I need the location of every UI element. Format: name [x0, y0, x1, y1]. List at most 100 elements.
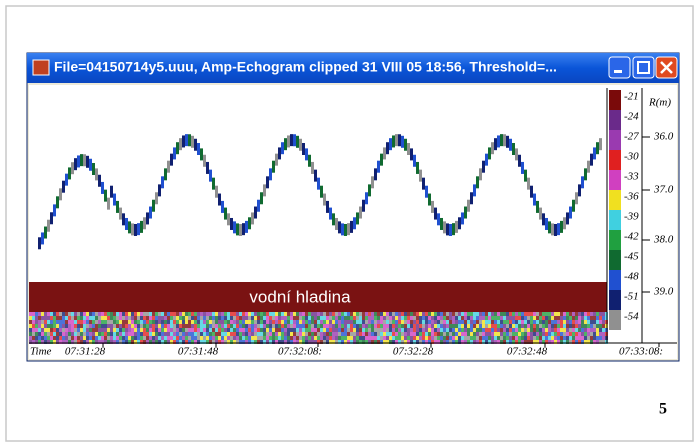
echo-cell — [227, 213, 230, 225]
noise-cell — [446, 324, 449, 328]
echo-cell — [149, 207, 152, 219]
noise-cell — [278, 324, 281, 328]
noise-cell — [464, 336, 467, 340]
noise-cell — [296, 328, 299, 332]
noise-cell — [404, 328, 407, 332]
noise-cell — [236, 328, 239, 332]
maximize-button[interactable] — [633, 57, 654, 78]
echo-cell — [452, 223, 455, 235]
noise-cell — [536, 316, 539, 320]
noise-cell — [554, 332, 557, 336]
noise-cell — [446, 336, 449, 340]
noise-cell — [152, 336, 155, 340]
echo-cell — [524, 170, 527, 182]
noise-cell — [176, 320, 179, 324]
noise-cell — [149, 312, 152, 316]
noise-cell — [404, 312, 407, 316]
noise-cell — [284, 316, 287, 320]
colorbar-swatch — [609, 130, 621, 150]
noise-cell — [401, 324, 404, 328]
noise-cell — [236, 316, 239, 320]
noise-cell — [320, 328, 323, 332]
noise-cell — [275, 336, 278, 340]
echo-cell — [545, 218, 548, 230]
noise-cell — [77, 332, 80, 336]
noise-cell — [65, 336, 68, 340]
noise-cell — [110, 332, 113, 336]
noise-cell — [530, 336, 533, 340]
noise-cell — [344, 336, 347, 340]
noise-cell — [146, 316, 149, 320]
noise-cell — [353, 324, 356, 328]
noise-cell — [515, 336, 518, 340]
noise-cell — [416, 336, 419, 340]
noise-cell — [584, 324, 587, 328]
noise-cell — [164, 332, 167, 336]
noise-cell — [59, 332, 62, 336]
noise-cell — [203, 328, 206, 332]
echo-cell — [551, 223, 554, 235]
colorbar-swatch — [609, 170, 621, 190]
noise-cell — [125, 316, 128, 320]
echo-cell — [224, 208, 227, 220]
noise-cell — [506, 324, 509, 328]
noise-cell — [383, 336, 386, 340]
noise-cell — [362, 336, 365, 340]
noise-cell — [560, 320, 563, 324]
noise-cell — [122, 324, 125, 328]
noise-cell — [374, 320, 377, 324]
noise-cell — [161, 312, 164, 316]
noise-cell — [128, 324, 131, 328]
noise-cell — [578, 324, 581, 328]
noise-cell — [518, 336, 521, 340]
noise-cell — [518, 312, 521, 316]
noise-cell — [599, 328, 602, 332]
noise-cell — [167, 336, 170, 340]
noise-cell — [41, 324, 44, 328]
noise-cell — [83, 328, 86, 332]
noise-cell — [419, 324, 422, 328]
echo-cell — [335, 218, 338, 230]
noise-cell — [326, 320, 329, 324]
echo-cell — [98, 175, 101, 187]
colorbar-label: -36 — [624, 191, 639, 203]
echo-cell — [80, 154, 83, 166]
noise-cell — [527, 312, 530, 316]
noise-cell — [551, 332, 554, 336]
noise-cell — [554, 316, 557, 320]
colorbar-label: -27 — [624, 131, 639, 143]
time-label: 07:31:28 — [65, 346, 106, 358]
noise-cell — [194, 324, 197, 328]
noise-cell — [422, 316, 425, 320]
minimize-button[interactable] — [609, 57, 630, 78]
noise-cell — [290, 324, 293, 328]
noise-cell — [422, 332, 425, 336]
noise-cell — [425, 320, 428, 324]
noise-cell — [539, 328, 542, 332]
noise-cell — [314, 316, 317, 320]
noise-cell — [425, 312, 428, 316]
noise-cell — [485, 320, 488, 324]
echo-cell — [422, 178, 425, 190]
noise-cell — [305, 328, 308, 332]
noise-cell — [593, 328, 596, 332]
echo-cell — [131, 223, 134, 235]
noise-cell — [593, 316, 596, 320]
noise-cell — [191, 336, 194, 340]
noise-cell — [113, 336, 116, 340]
noise-cell — [446, 328, 449, 332]
noise-cell — [329, 312, 332, 316]
noise-cell — [380, 336, 383, 340]
noise-cell — [233, 324, 236, 328]
noise-cell — [395, 332, 398, 336]
noise-cell — [215, 312, 218, 316]
noise-cell — [80, 332, 83, 336]
noise-cell — [419, 316, 422, 320]
noise-cell — [116, 324, 119, 328]
noise-cell — [47, 320, 50, 324]
noise-cell — [110, 328, 113, 332]
noise-cell — [218, 312, 221, 316]
noise-cell — [407, 316, 410, 320]
echo-cell — [557, 223, 560, 235]
noise-cell — [542, 320, 545, 324]
